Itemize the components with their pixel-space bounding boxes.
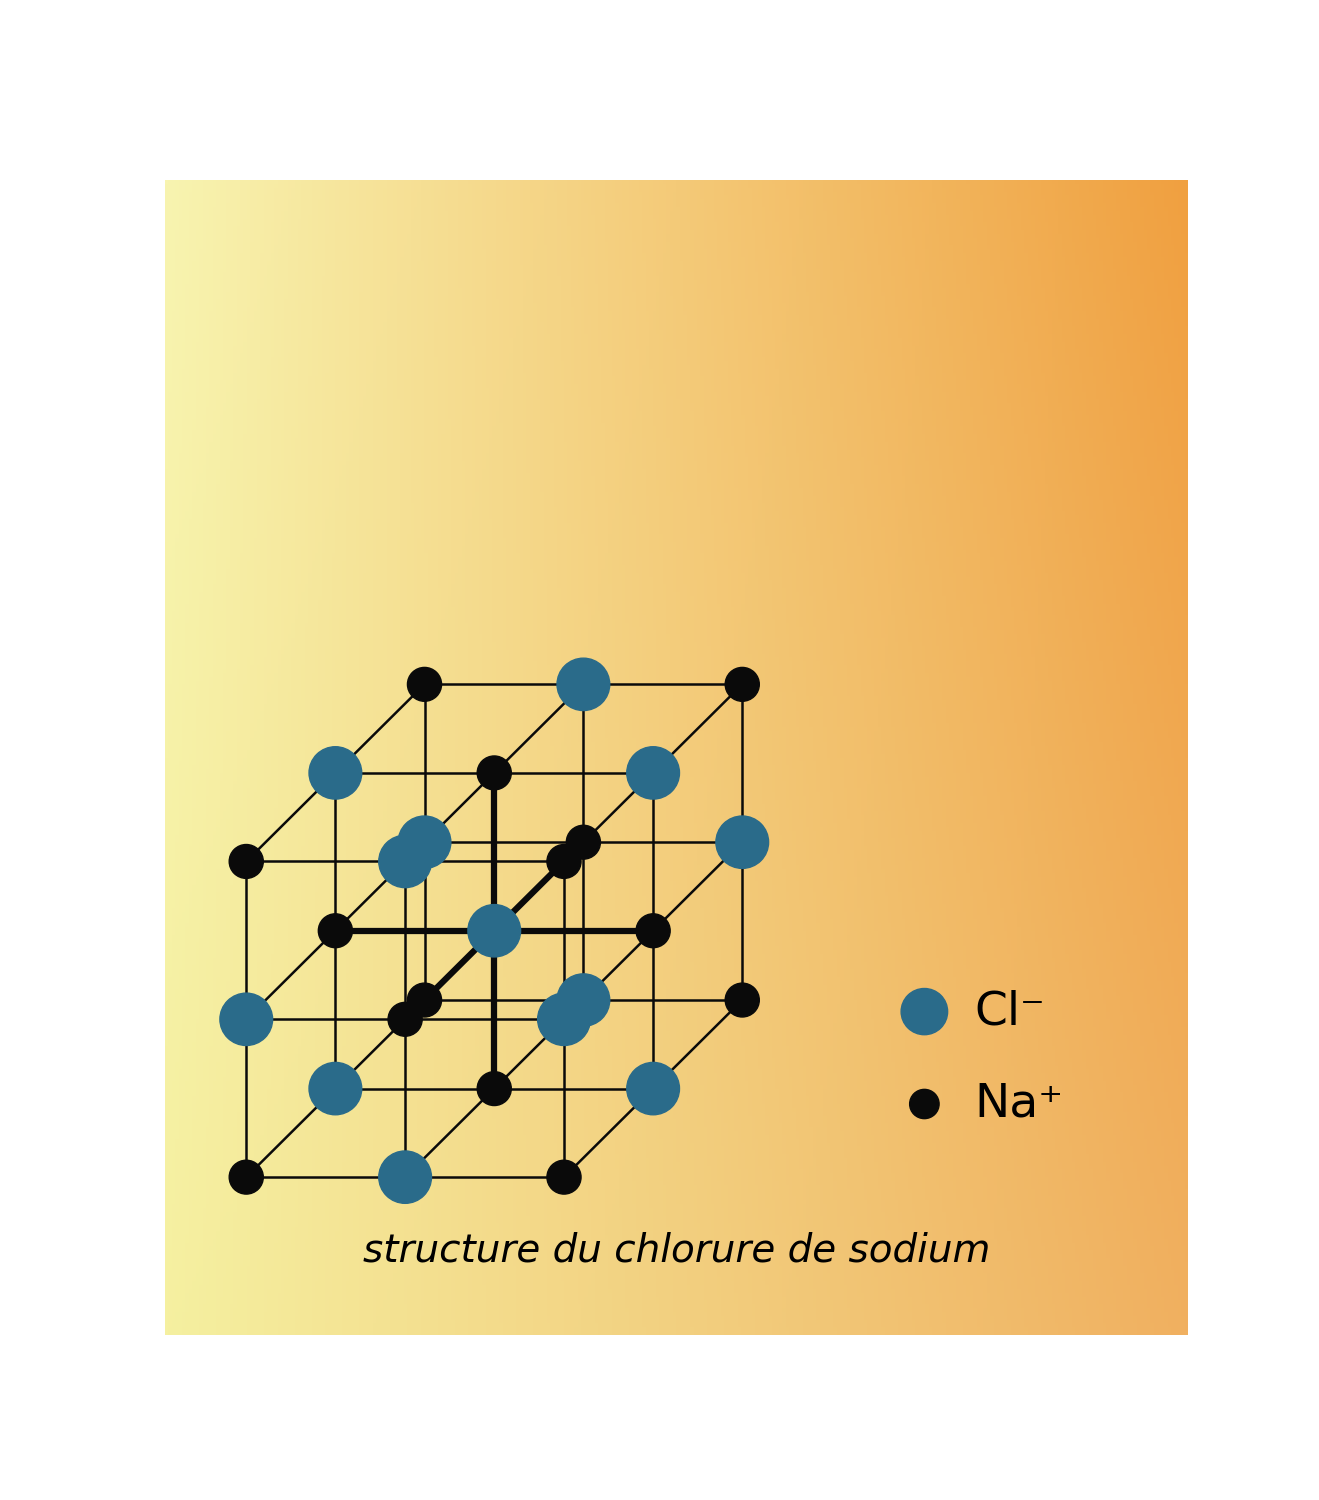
Circle shape	[716, 816, 769, 868]
Circle shape	[910, 1089, 939, 1119]
Circle shape	[538, 993, 591, 1045]
Circle shape	[477, 1071, 512, 1106]
Circle shape	[557, 974, 609, 1026]
Circle shape	[398, 816, 451, 868]
Circle shape	[230, 1160, 264, 1194]
Circle shape	[220, 993, 273, 1045]
Text: Na⁺: Na⁺	[975, 1082, 1064, 1126]
Circle shape	[725, 982, 760, 1017]
Circle shape	[468, 904, 521, 957]
Text: structure du chlorure de sodium: structure du chlorure de sodium	[363, 1232, 991, 1269]
Text: Cl⁻: Cl⁻	[975, 988, 1046, 1033]
Circle shape	[627, 1062, 679, 1114]
Circle shape	[379, 1150, 431, 1203]
Circle shape	[309, 1062, 361, 1114]
Circle shape	[408, 982, 442, 1017]
Circle shape	[230, 844, 264, 879]
Circle shape	[309, 747, 361, 800]
Circle shape	[566, 825, 600, 860]
Circle shape	[636, 914, 670, 948]
Circle shape	[408, 668, 442, 702]
Circle shape	[557, 658, 609, 711]
Circle shape	[477, 756, 512, 790]
Circle shape	[901, 988, 947, 1035]
Circle shape	[379, 836, 431, 888]
Circle shape	[725, 668, 760, 702]
Circle shape	[388, 1002, 422, 1036]
Circle shape	[547, 1160, 582, 1194]
Circle shape	[547, 844, 582, 879]
Circle shape	[318, 914, 352, 948]
Circle shape	[627, 747, 679, 800]
